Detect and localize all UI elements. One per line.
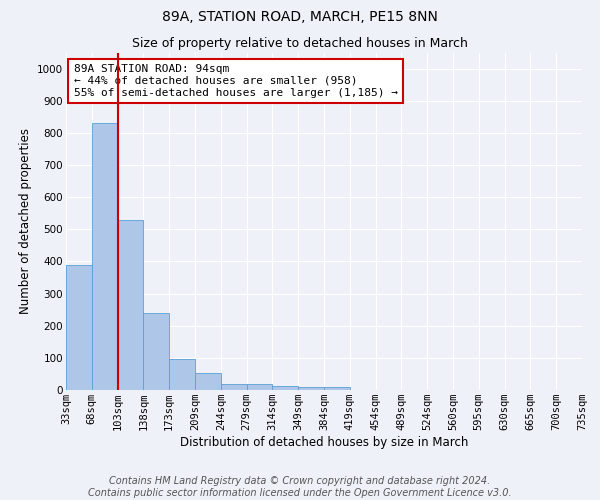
Text: 89A STATION ROAD: 94sqm
← 44% of detached houses are smaller (958)
55% of semi-d: 89A STATION ROAD: 94sqm ← 44% of detache… [74,64,398,98]
Y-axis label: Number of detached properties: Number of detached properties [19,128,32,314]
Bar [118,220,143,390]
Text: 89A, STATION ROAD, MARCH, PE15 8NN: 89A, STATION ROAD, MARCH, PE15 8NN [162,10,438,24]
Bar [66,264,92,390]
Bar [298,387,324,390]
Bar [169,359,195,390]
Text: Size of property relative to detached houses in March: Size of property relative to detached ho… [132,38,468,51]
Text: Contains HM Land Registry data © Crown copyright and database right 2024.
Contai: Contains HM Land Registry data © Crown c… [88,476,512,498]
X-axis label: Distribution of detached houses by size in March: Distribution of detached houses by size … [180,436,468,449]
Bar [143,313,169,390]
Bar [324,387,350,390]
Bar [272,386,298,390]
Bar [195,374,221,390]
Bar [92,123,118,390]
Bar [221,384,247,390]
Bar [247,384,272,390]
